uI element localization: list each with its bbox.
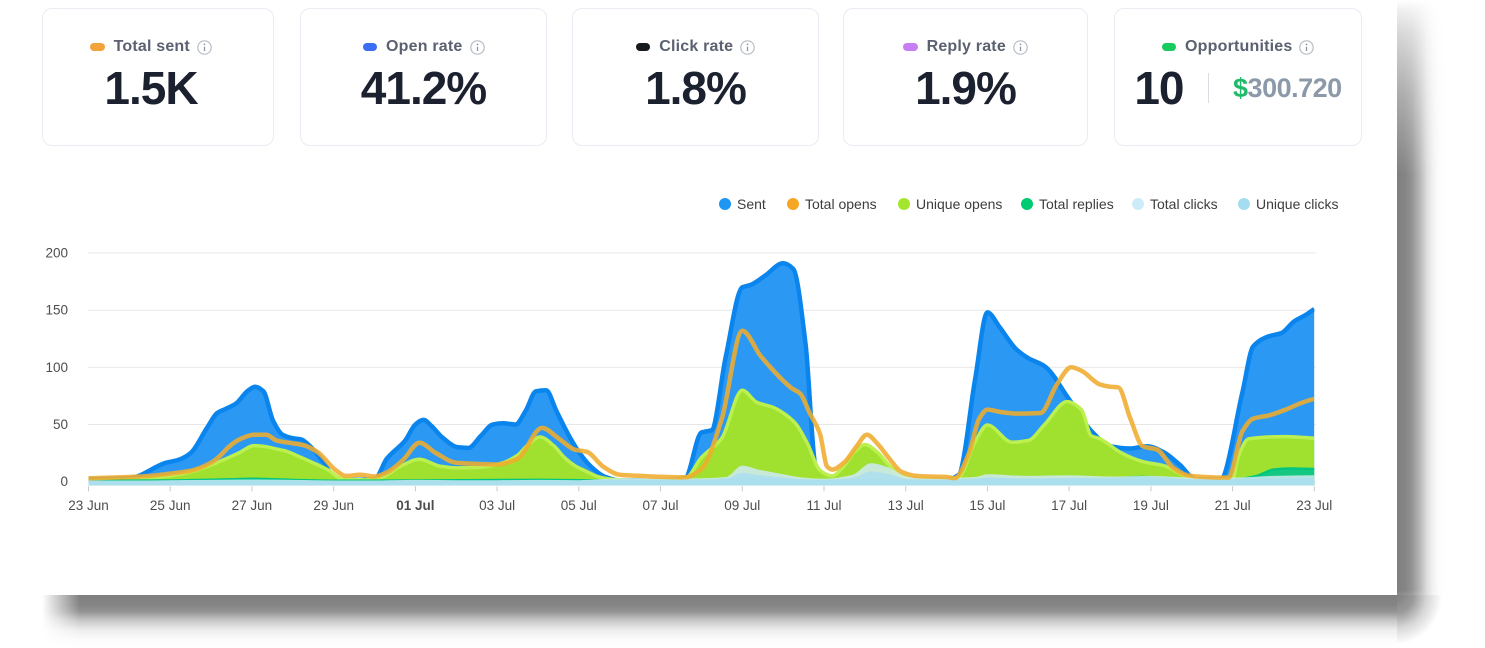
- svg-text:19 Jul: 19 Jul: [1133, 498, 1169, 513]
- svg-text:25 Jun: 25 Jun: [150, 498, 191, 513]
- svg-text:07 Jul: 07 Jul: [642, 498, 678, 513]
- svg-text:13 Jul: 13 Jul: [888, 498, 924, 513]
- svg-text:05 Jul: 05 Jul: [561, 498, 597, 513]
- svg-text:23 Jul: 23 Jul: [1296, 498, 1332, 513]
- svg-text:29 Jun: 29 Jun: [313, 498, 354, 513]
- svg-text:01 Jul: 01 Jul: [396, 498, 434, 513]
- svg-text:17 Jul: 17 Jul: [1051, 498, 1087, 513]
- svg-text:200: 200: [45, 246, 68, 261]
- svg-text:15 Jul: 15 Jul: [969, 498, 1005, 513]
- svg-text:11 Jul: 11 Jul: [806, 498, 841, 513]
- svg-text:09 Jul: 09 Jul: [724, 498, 760, 513]
- svg-text:21 Jul: 21 Jul: [1215, 498, 1251, 513]
- svg-text:23 Jun: 23 Jun: [68, 498, 109, 513]
- svg-text:0: 0: [60, 474, 68, 489]
- svg-text:100: 100: [45, 360, 68, 375]
- svg-text:27 Jun: 27 Jun: [232, 498, 273, 513]
- svg-text:03 Jul: 03 Jul: [479, 498, 515, 513]
- svg-text:150: 150: [45, 303, 68, 318]
- svg-text:50: 50: [53, 417, 68, 432]
